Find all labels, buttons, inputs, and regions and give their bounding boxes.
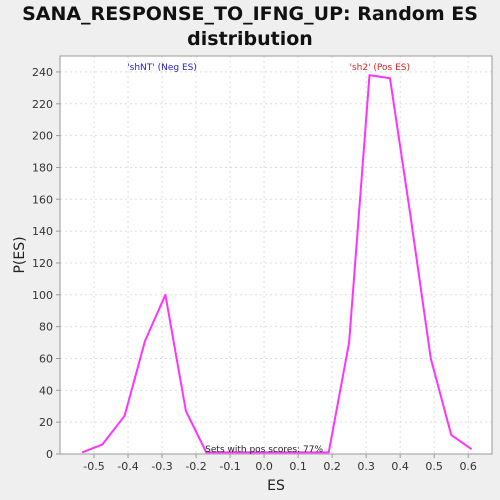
chart-title: SANA_RESPONSE_TO_IFNG_UP: Random ES dist… — [22, 3, 478, 50]
x-tick-label: 0.5 — [425, 460, 443, 473]
y-tick-label: 160 — [32, 193, 53, 206]
x-tick-label: 0.6 — [459, 460, 477, 473]
x-tick-label: 0.4 — [391, 460, 409, 473]
x-tick-label: -0.1 — [219, 460, 240, 473]
y-tick-label: 60 — [39, 352, 53, 365]
x-tick-label: 0.2 — [323, 460, 341, 473]
x-tick-label: -0.4 — [117, 460, 138, 473]
x-tick-label: 0.3 — [357, 460, 375, 473]
x-tick-label: -0.5 — [83, 460, 104, 473]
plot-frame — [59, 55, 493, 455]
x-tick-label: 0.1 — [289, 460, 307, 473]
series-line — [81, 74, 473, 454]
pos-es-label: 'sh2' (Pos ES) — [349, 63, 410, 73]
neg-es-label: 'shNT' (Neg ES) — [127, 63, 197, 73]
x-tick-label: 0.0 — [255, 460, 273, 473]
x-axis-ticks: -0.5 -0.4 -0.3 -0.2 -0.1 0.0 0.1 0.2 0.3 0.4 0.5 0.… — [83, 454, 477, 473]
y-tick-label: 0 — [46, 448, 53, 461]
y-tick-label: 140 — [32, 225, 53, 238]
x-tick-label: -0.2 — [185, 460, 206, 473]
pos-scores-note: Sets with pos scores: 77% — [205, 445, 323, 455]
y-tick-label: 120 — [32, 257, 53, 270]
y-tick-label: 200 — [32, 130, 53, 143]
y-tick-label: 220 — [32, 98, 53, 111]
x-tick-label: -0.3 — [151, 460, 172, 473]
y-tick-label: 240 — [32, 66, 53, 79]
x-axis-label: ES — [267, 478, 285, 494]
y-tick-label: 180 — [32, 161, 53, 174]
y-tick-label: 100 — [32, 289, 53, 302]
y-tick-label: 80 — [39, 321, 53, 334]
series-layer — [81, 74, 473, 454]
plot-background — [60, 56, 492, 454]
y-axis-label: P(ES) — [12, 236, 28, 273]
y-axis-ticks: 0 20 40 60 80 100 120 140 160 180 200 220 240 — [32, 66, 60, 461]
y-tick-label: 40 — [39, 384, 53, 397]
y-tick-label: 20 — [39, 416, 53, 429]
grid — [60, 56, 492, 454]
